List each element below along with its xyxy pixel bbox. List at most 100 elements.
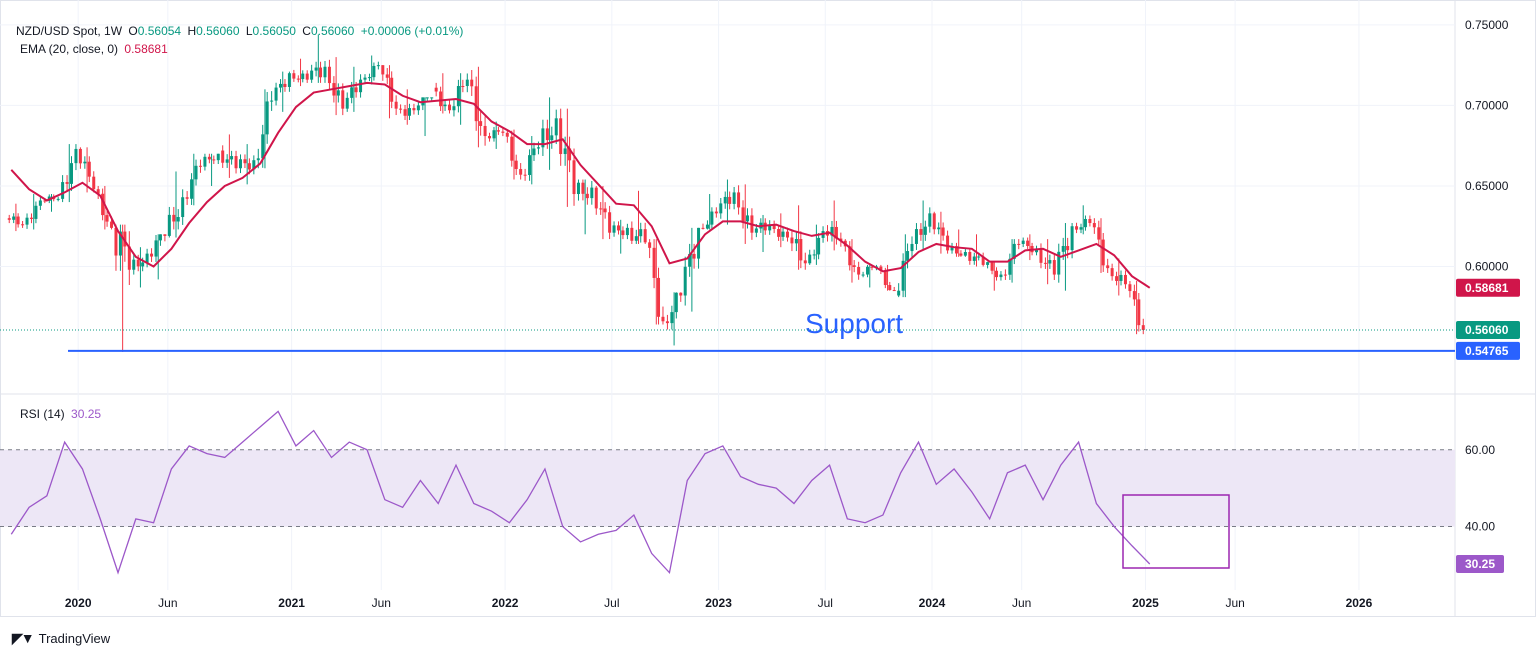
candle-body: [274, 87, 278, 101]
rsi-band: [0, 449, 1455, 527]
time-tick-label: 2025: [1132, 596, 1159, 610]
candle-body: [96, 189, 100, 194]
candle-body: [136, 259, 140, 267]
time-tick-label: 2026: [1346, 596, 1373, 610]
candle-body: [652, 247, 656, 278]
candle-body: [590, 187, 594, 199]
high-value: 0.56060: [196, 24, 240, 38]
candle-body: [883, 270, 887, 286]
candle-body: [7, 218, 11, 220]
candle-body: [701, 227, 705, 229]
candle-body: [621, 230, 625, 236]
candle-body: [29, 217, 33, 219]
time-tick-label: Jul: [818, 596, 833, 610]
candle-body: [381, 65, 385, 75]
candle-body: [923, 226, 927, 235]
price-tick-label: 0.60000: [1465, 260, 1509, 274]
rsi-line: [10, 410, 1151, 575]
candle-body: [56, 198, 60, 200]
candle-body: [608, 212, 612, 233]
candle-body: [634, 236, 638, 241]
candle-body: [399, 108, 403, 110]
candle-body: [545, 128, 549, 141]
candle-body: [1035, 248, 1039, 253]
candle-body: [301, 73, 305, 80]
price-marker-badge: [1456, 320, 1520, 339]
candle-body: [754, 228, 758, 233]
candle-body: [78, 148, 82, 164]
price-tick-label: 0.75000: [1465, 18, 1509, 32]
candle-body: [407, 108, 411, 116]
candle-body: [132, 259, 136, 270]
candle-body: [367, 77, 371, 79]
ema-label: EMA (20, close, 0): [20, 42, 119, 56]
candle-body: [581, 182, 585, 194]
candle-body: [670, 312, 674, 324]
time-tick-label: 2023: [705, 596, 732, 610]
candle-body: [1128, 284, 1132, 292]
candle-body: [158, 234, 162, 241]
candle-body: [176, 217, 180, 222]
candle-body: [65, 182, 69, 184]
candle-body: [1021, 240, 1025, 244]
price-legend: NZD/USD Spot, 1W O0.56054 H0.56060 L0.56…: [16, 24, 466, 38]
candle-body: [154, 240, 158, 257]
candle-body: [732, 192, 736, 204]
candle-body: [1061, 245, 1065, 252]
candle-body: [443, 104, 447, 107]
candle-body: [585, 193, 589, 199]
candle-body: [74, 148, 78, 164]
candle-body: [38, 200, 42, 206]
candle-body: [345, 97, 349, 109]
candle-body: [496, 130, 500, 132]
candle-body: [310, 70, 314, 80]
candle-body: [430, 97, 434, 99]
time-tick-label: 2024: [919, 596, 946, 610]
candle-body: [1101, 239, 1105, 266]
high-label: H: [187, 24, 197, 38]
candle-body: [247, 163, 251, 170]
change-value: +0.00006 (+0.01%): [360, 24, 464, 38]
rsi-tick-label: 60.00: [1465, 443, 1495, 457]
candle-body: [279, 83, 283, 88]
candle-body: [612, 225, 616, 233]
candle-body: [425, 97, 429, 99]
candle-body: [772, 224, 776, 230]
candle-body: [287, 73, 291, 87]
candle-body: [554, 118, 558, 136]
candle-body: [243, 159, 247, 164]
candle-body: [914, 229, 918, 244]
price-marker-label: 0.54765: [1465, 344, 1509, 358]
candle-body: [296, 78, 300, 80]
candle-body: [261, 134, 265, 159]
candle-body: [359, 79, 363, 93]
candle-body: [1012, 243, 1016, 259]
candle-body: [968, 252, 972, 261]
candle-body: [794, 239, 798, 244]
candle-body: [625, 227, 629, 236]
candle-body: [1079, 227, 1083, 230]
candle-body: [817, 237, 821, 255]
candle-body: [1123, 274, 1127, 285]
rsi-tick-label: 40.00: [1465, 520, 1495, 534]
candle-body: [1017, 243, 1021, 245]
candle-body: [434, 87, 438, 92]
candle-body: [1039, 248, 1043, 263]
ema-legend: EMA (20, close, 0) 0.58681: [20, 42, 171, 56]
price-tick-label: 0.70000: [1465, 98, 1509, 112]
candle-body: [372, 65, 376, 78]
candle-body: [528, 155, 532, 175]
candle-body: [190, 179, 194, 199]
time-tick-label: 2022: [492, 596, 519, 610]
candles-group: [7, 34, 1145, 352]
candle-body: [1075, 226, 1079, 230]
candle-body: [43, 200, 47, 202]
candle-body: [719, 203, 723, 214]
candle-body: [114, 227, 118, 256]
rsi-value: 30.25: [71, 407, 102, 421]
tradingview-logo[interactable]: ◤▼ TradingView: [12, 630, 110, 647]
time-tick-label: Jun: [372, 596, 391, 610]
candle-body: [937, 227, 941, 230]
candle-body: [194, 165, 198, 180]
candle-body: [336, 90, 340, 96]
